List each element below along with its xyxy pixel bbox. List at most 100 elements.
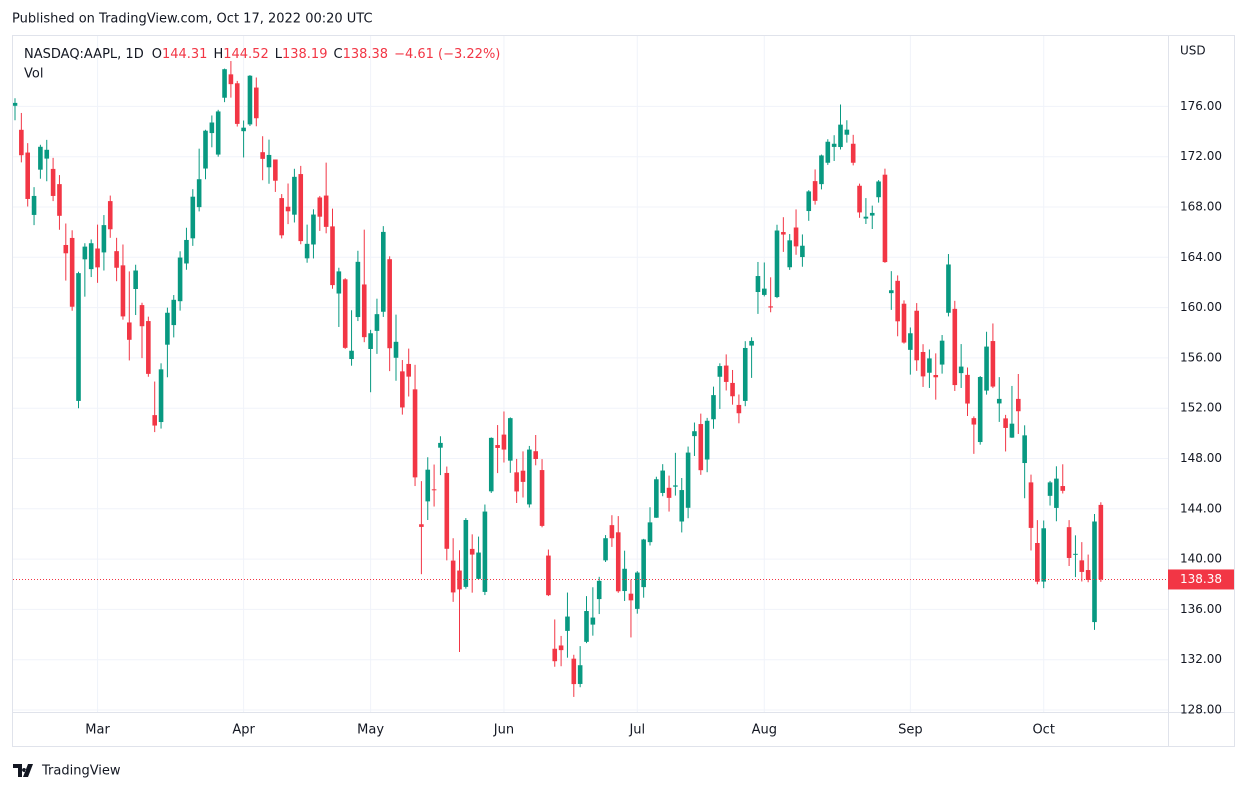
candle-body [50,168,56,196]
candle-body [615,532,621,592]
candle-body [1066,527,1072,558]
candle-body [882,174,888,263]
candle-body [63,244,69,254]
candle-body [482,511,488,592]
candle-body [977,377,983,443]
y-tick-label: 160.00 [1180,300,1222,314]
legend-value: 144.31 [162,47,208,62]
volume-label: Vol [24,67,43,82]
candle-body [266,154,272,168]
candle-body [177,257,183,302]
legend-value: 138.19 [282,47,328,62]
legend-change: −4.61 (−3.22%) [394,47,500,62]
last-price-box [1168,569,1234,590]
candle-body [692,431,697,437]
candle-body [203,130,208,169]
candle-body [419,524,424,527]
candle-body [133,270,138,289]
candle-body [742,347,748,401]
candle-body [920,351,926,377]
candle-body [641,539,646,588]
candle-body [539,470,545,526]
candle-body [393,341,399,358]
candle-body [609,525,615,539]
y-tick-label: 140.00 [1180,552,1222,566]
legend-key: L [275,47,283,62]
footer-logo: TradingView [13,764,121,779]
candle-body [285,206,291,212]
candle-body [1054,478,1059,508]
y-tick-label: 152.00 [1180,401,1222,415]
candle-body [374,314,380,331]
last-price-label: 138.38 [1180,572,1222,586]
candle-body [647,522,653,543]
candle-body [190,196,196,239]
candles [13,61,1104,697]
candle-body [876,181,881,198]
candle-body [996,398,1002,404]
candle-body [1047,482,1053,496]
candle-body [622,568,627,592]
candle-body [336,271,342,294]
candle-body [107,201,113,230]
y-tick-label: 128.00 [1180,702,1222,716]
candle-body [241,127,246,132]
candle-body [508,418,513,461]
footer-brand: TradingView [41,764,121,779]
candle-body [273,159,278,181]
candle-body [596,580,602,600]
x-tick-label: Jun [493,723,514,738]
candle-body [38,146,43,170]
currency: USD [1180,44,1206,58]
candle-body [400,371,405,408]
candle-body [1092,521,1097,623]
candle-body [412,389,418,478]
candle-body [222,69,227,98]
candle-body [311,214,316,245]
candle-body [101,225,107,253]
x-tick-label: Oct [1032,723,1054,738]
x-tick-label: Sep [898,723,923,738]
candle-body [533,451,538,460]
candle-body [323,195,329,227]
candle-body [571,658,577,685]
candle-body [114,251,119,268]
candle-body [120,265,126,317]
candle-body [673,485,678,487]
candle-body [736,404,742,414]
candle-body [1009,423,1015,438]
candle-body [247,75,253,125]
candle-body [965,374,970,404]
candle-body [381,231,386,312]
candle-body [1003,418,1008,428]
x-tick-label: Apr [232,723,255,738]
y-tick-label: 144.00 [1180,501,1222,515]
candle-body [196,179,202,208]
candle-body [812,181,818,201]
candle-body [88,243,94,270]
candle-body [984,346,989,391]
legend-value: 138.38 [343,47,389,62]
candle-body [1085,570,1091,580]
candle-body [933,375,939,378]
candle-body [825,141,831,163]
candle-body [520,470,526,482]
y-tick-label: 176.00 [1180,99,1222,113]
candle-body [800,245,805,258]
candle-body [1041,528,1046,582]
candle-body [387,259,392,349]
candle-body [679,490,685,522]
candle-body [1098,504,1104,580]
candle-body [368,333,373,349]
candle-body [488,437,494,492]
candle-body [768,306,773,308]
candle-body [762,288,767,295]
candle-body [774,230,780,298]
candle-body [565,616,570,631]
candle-body [19,129,24,156]
candle-body [209,122,215,134]
candle-body [431,489,437,491]
candle-body [95,248,100,268]
